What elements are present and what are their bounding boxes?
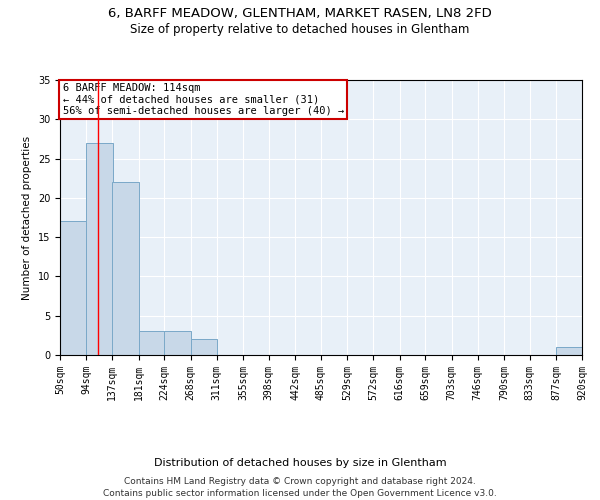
Bar [164,332,191,355]
Bar [191,340,217,355]
Text: 6 BARFF MEADOW: 114sqm
← 44% of detached houses are smaller (31)
56% of semi-det: 6 BARFF MEADOW: 114sqm ← 44% of detached… [62,82,344,116]
Text: 6, BARFF MEADOW, GLENTHAM, MARKET RASEN, LN8 2FD: 6, BARFF MEADOW, GLENTHAM, MARKET RASEN,… [108,8,492,20]
Bar [556,347,583,355]
Bar [60,222,86,355]
Bar [139,332,165,355]
Bar [86,143,113,355]
Y-axis label: Number of detached properties: Number of detached properties [22,136,32,300]
Text: Size of property relative to detached houses in Glentham: Size of property relative to detached ho… [130,22,470,36]
Bar [112,182,139,355]
Text: Distribution of detached houses by size in Glentham: Distribution of detached houses by size … [154,458,446,468]
Text: Contains HM Land Registry data © Crown copyright and database right 2024.: Contains HM Land Registry data © Crown c… [124,478,476,486]
Text: Contains public sector information licensed under the Open Government Licence v3: Contains public sector information licen… [103,489,497,498]
